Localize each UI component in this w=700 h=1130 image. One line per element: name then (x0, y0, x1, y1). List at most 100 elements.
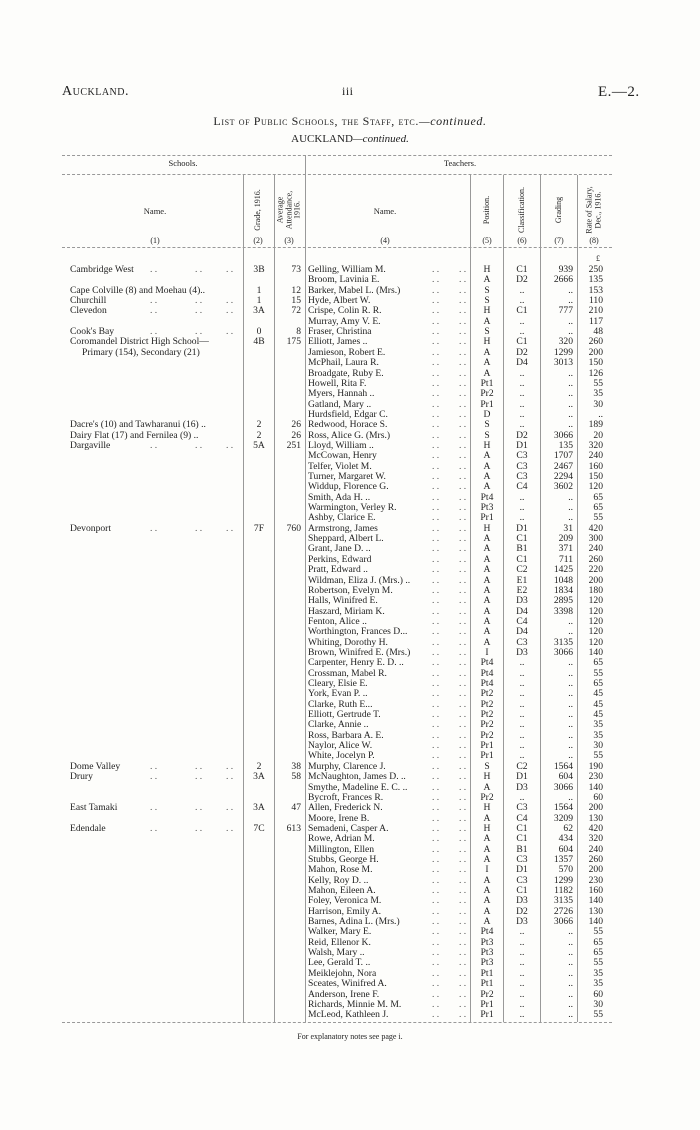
leader-dots: . . (432, 512, 440, 524)
average-attendance: 73 (291, 264, 301, 275)
leader-dots: . . (459, 336, 467, 348)
teacher-salary: 260 (588, 553, 603, 565)
table-bottom-rule (62, 1022, 612, 1023)
leader-dots: . . (432, 874, 440, 886)
leader-dots: . . (432, 295, 440, 307)
teacher-name: Allen, Frederick N. (308, 802, 383, 814)
teacher-classification: C3 (516, 636, 528, 648)
teacher-classification: D3 (516, 595, 528, 607)
teacher-name: Reid, Ellenor K. (308, 936, 371, 948)
teacher-classification: .. (519, 936, 525, 948)
teacher-name: Barker, Mabel L. (Mrs.) (308, 284, 401, 296)
teacher-classification: C4 (516, 615, 528, 627)
leader-dots: . . (150, 822, 158, 834)
teacher-grading: 604 (558, 771, 573, 783)
teacher-position: A (483, 533, 491, 545)
teacher-position: Pr2 (480, 719, 494, 731)
teacher-position: Pr1 (480, 740, 494, 752)
school-grade: 2 (256, 429, 262, 441)
teacher-salary: 55 (593, 957, 603, 969)
leader-dots: . . (432, 491, 440, 503)
leader-dots: . . (432, 667, 440, 679)
teacher-name: Mahon, Eileen A. (308, 885, 376, 896)
school-grade: 1 (256, 295, 262, 307)
school-grade: 4B (253, 336, 265, 348)
leader-dots: . . (459, 771, 467, 783)
table-row: Elliott, Gertrude T. Pt2.... 45 . . . . (0, 709, 700, 721)
leader-dots: . . (432, 326, 440, 338)
teacher-name: Armstrong, James (308, 522, 378, 534)
leader-dots: . . (432, 864, 440, 876)
teacher-salary: 420 (588, 822, 603, 834)
leader-dots: . . (150, 760, 158, 772)
teacher-salary: 30 (593, 998, 603, 1010)
teacher-salary: 260 (588, 853, 603, 865)
title-suffix: —continued. (418, 114, 487, 128)
teacher-name: Moore, Irene B. (308, 812, 370, 824)
teacher-classification: D3 (516, 895, 528, 907)
teacher-grading: .. (568, 295, 573, 307)
teacher-grading: 371 (558, 543, 573, 555)
teacher-position: Pt2 (480, 688, 494, 700)
teacher-position: A (483, 812, 491, 824)
leader-dots: . . (150, 771, 158, 783)
teacher-classification: .. (519, 315, 525, 327)
teacher-grading: 939 (558, 264, 573, 275)
teacher-classification: .. (519, 709, 525, 721)
leader-dots: . . (459, 885, 467, 896)
average-attendance: 72 (291, 305, 301, 317)
teacher-salary: 140 (588, 646, 603, 658)
teacher-classification: .. (519, 988, 525, 1000)
teacher-grading: .. (568, 978, 573, 990)
average-attendance: 15 (291, 295, 301, 307)
teacher-classification: D2 (516, 905, 528, 917)
average-attendance: 47 (291, 802, 301, 814)
column-number: (4) (380, 236, 390, 245)
leader-dots: . . (432, 988, 440, 1000)
teacher-name: Smith, Ada H. .. (308, 491, 371, 503)
teacher-salary: 135 (588, 274, 603, 286)
teacher-grading: .. (568, 657, 573, 669)
table-row: Coromandel District High School— 4B 175 Ell… (0, 336, 700, 348)
teacher-classification: B1 (516, 543, 528, 555)
teacher-position: S (484, 284, 490, 296)
teacher-salary: 65 (593, 491, 603, 503)
teacher-name-header: Name. (373, 206, 397, 216)
table-row: Walker, Mary E. Pt4.... 55 . . . . (0, 926, 700, 938)
leader-dots: . . (459, 543, 467, 555)
teacher-grading: .. (568, 998, 573, 1010)
teacher-classification: D1 (516, 864, 528, 876)
leader-dots: . . (459, 533, 467, 545)
teacher-position: Pr1 (480, 1009, 494, 1021)
teacher-name: Brown, Winifred E. (Mrs.) (308, 646, 411, 658)
table-row: Worthington, Frances D... A D4.. 120 . . . . (0, 626, 700, 638)
leader-dots: . . (459, 626, 467, 638)
leader-dots: . . (432, 450, 440, 462)
leader-dots: . . (459, 460, 467, 472)
teacher-grading: .. (568, 408, 573, 420)
school-name: Drury (70, 771, 93, 783)
leader-dots: . . (459, 471, 467, 482)
leader-dots: . . (195, 760, 203, 772)
teacher-grading: .. (568, 678, 573, 689)
leader-dots: . . (195, 771, 203, 783)
teacher-grading: 320 (558, 336, 573, 348)
leader-dots: . . (226, 522, 234, 534)
teacher-name: Stubbs, George H. (308, 853, 379, 865)
leader-dots: . . (432, 895, 440, 907)
teacher-position: Pt4 (480, 678, 494, 689)
leader-dots: . . (459, 936, 467, 948)
leader-dots: . . (459, 367, 467, 379)
teacher-name: Gelling, William M. (308, 264, 386, 275)
column-rule (470, 175, 471, 1022)
leader-dots: . . (432, 822, 440, 834)
teacher-grading: .. (568, 315, 573, 327)
teacher-grading: .. (568, 491, 573, 503)
leader-dots: . . (459, 957, 467, 969)
teacher-salary: 30 (593, 398, 603, 410)
teacher-salary: 150 (588, 357, 603, 369)
table-row: Dacre's (10) and Tawharanui (16) .. 2 26 Re… (0, 419, 700, 430)
leader-dots: . . (432, 978, 440, 990)
leader-dots: . . (459, 305, 467, 317)
teacher-position: Pt4 (480, 926, 494, 938)
